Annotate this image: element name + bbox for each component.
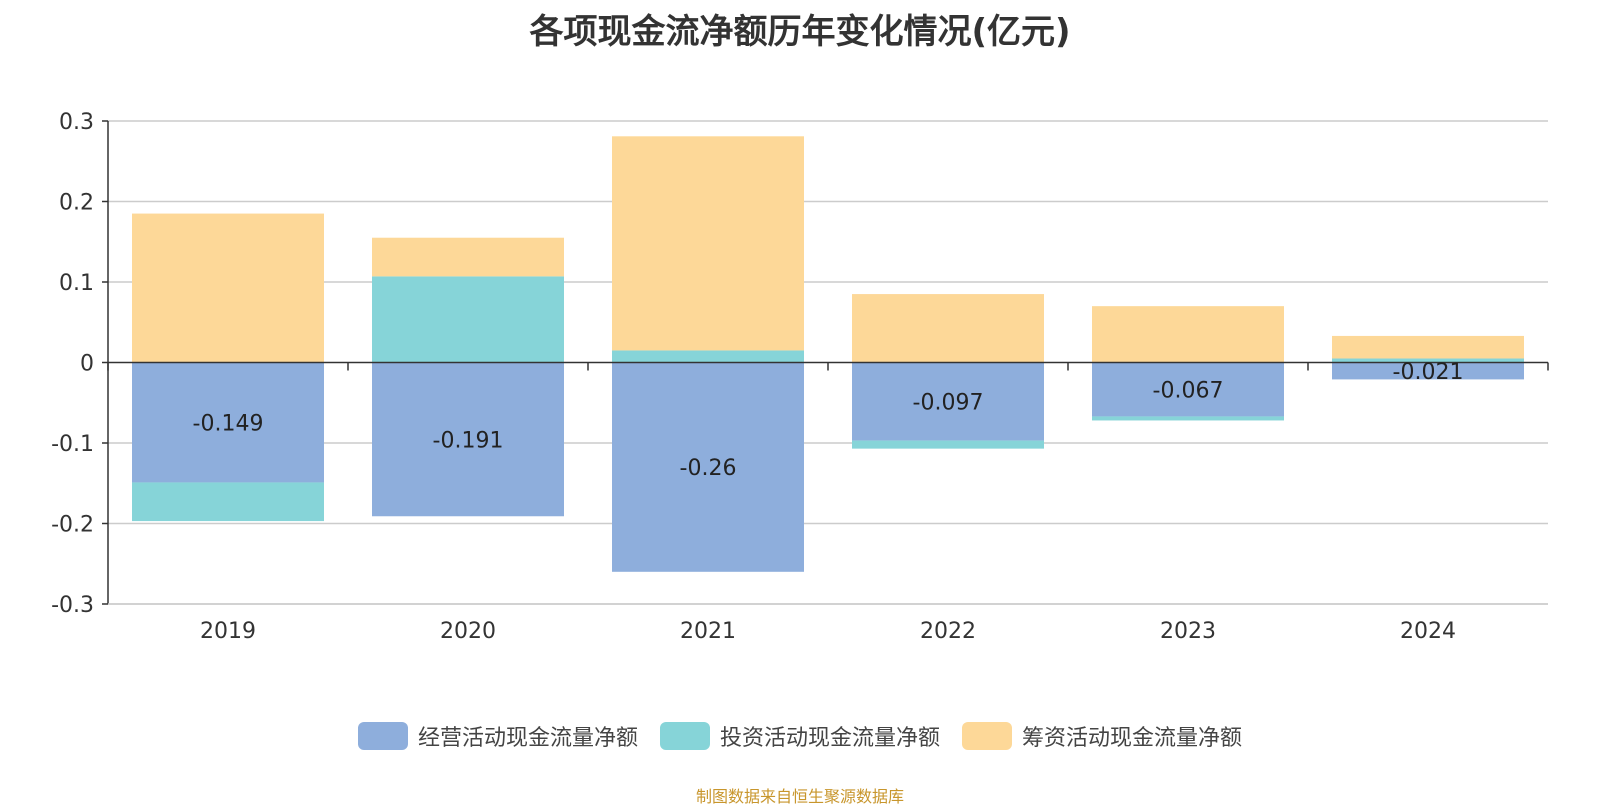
bar-segment-s1-2024 <box>1332 358 1524 363</box>
chart-title: 各项现金流净额历年变化情况(亿元) <box>529 12 1071 52</box>
bar-segment-s2-2022 <box>852 294 1044 363</box>
legend-item-operating[interactable]: 经营活动现金流量净额 <box>357 720 638 752</box>
legend-label-investing: 投资活动现金流量净额 <box>719 726 940 751</box>
legend-swatch-financing <box>962 722 1012 750</box>
bar-segment-s0-2020 <box>372 362 564 517</box>
legend-item-investing[interactable]: 投资活动现金流量净额 <box>659 720 940 752</box>
bar-segment-s1-2019 <box>132 482 324 522</box>
x-tick-label: 2019 <box>200 619 256 644</box>
legend-label-financing: 筹资活动现金流量净额 <box>1022 726 1243 751</box>
bar-segment-s2-2020 <box>372 237 564 277</box>
legend-item-financing[interactable]: 筹资活动现金流量净额 <box>962 720 1242 752</box>
bar-segment-s2-2021 <box>612 136 804 351</box>
legend-swatch-investing <box>659 722 710 750</box>
y-tick-label: 0 <box>80 352 94 377</box>
legend: 经营活动现金流量净额 投资活动现金流量净额 筹资活动现金流量净额 <box>0 720 1600 752</box>
bar-segment-s2-2019 <box>132 213 324 363</box>
bar-segment-s0-2023 <box>1092 362 1284 417</box>
x-tick-label: 2021 <box>680 619 736 644</box>
y-tick-label: -0.2 <box>51 513 94 538</box>
bar-segment-s0-2022 <box>852 362 1044 441</box>
data-label: -0.021 <box>1393 360 1464 385</box>
x-tick-label: 2024 <box>1400 619 1456 644</box>
bar-segment-s1-2022 <box>852 440 1044 449</box>
y-tick-label: 0.1 <box>59 271 94 296</box>
bar-segment-s1-2023 <box>1092 416 1284 421</box>
x-tick-label: 2022 <box>920 619 976 644</box>
x-tick-label: 2020 <box>440 619 496 644</box>
bar-segment-s0-2021 <box>612 362 804 572</box>
data-label: -0.191 <box>433 428 504 453</box>
bar-segment-s1-2020 <box>372 276 564 363</box>
y-tick-label: -0.1 <box>51 432 94 457</box>
bar-segment-s2-2023 <box>1092 306 1284 363</box>
bar-segment-s0-2019 <box>132 362 324 483</box>
bar-segment-s2-2024 <box>1332 335 1524 359</box>
y-tick-label: -0.3 <box>51 593 94 618</box>
bar-segment-s1-2021 <box>612 350 804 363</box>
legend-swatch-operating <box>357 722 408 750</box>
data-label: -0.26 <box>680 456 737 481</box>
data-label: -0.149 <box>193 411 264 436</box>
y-tick-label: 0.3 <box>59 110 94 135</box>
data-label: -0.067 <box>1153 378 1224 403</box>
bar-segment-s0-2024 <box>1332 362 1524 380</box>
stacked-bar-chart: 0.3 0.2 0.1 0 -0.1 -0.2 -0.3 2019 2020 2021 2022 20… <box>51 110 1549 644</box>
data-label: -0.097 <box>913 391 984 416</box>
source-note: 制图数据来自恒生聚源数据库 <box>695 787 904 806</box>
y-tick-label: 0.2 <box>59 191 94 216</box>
x-tick-label: 2023 <box>1160 619 1216 644</box>
legend-label-operating: 经营活动现金流量净额 <box>417 726 638 751</box>
